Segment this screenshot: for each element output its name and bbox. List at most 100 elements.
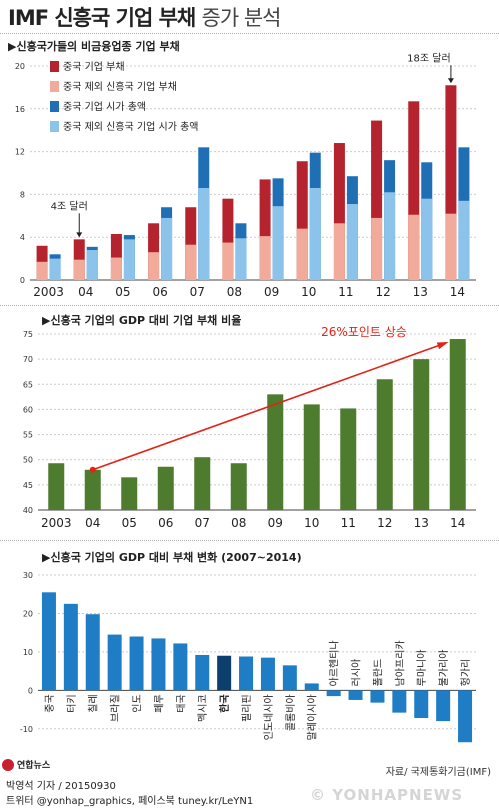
- bar-ex-china-market-cap: [421, 198, 433, 280]
- annotation-arrowhead: [76, 232, 83, 238]
- x-tick-label: 10: [301, 285, 316, 299]
- bar-ex-china-debt: [110, 257, 122, 280]
- x-tick-label: 13: [414, 516, 429, 530]
- country-label: 페루: [153, 694, 165, 712]
- y-tick-label: 30: [23, 571, 33, 580]
- bar-debt-ratio: [84, 469, 101, 510]
- country-label: 인도네시아: [263, 694, 275, 740]
- bar-debt-ratio: [267, 394, 284, 510]
- bar-ex-china-market-cap: [235, 238, 247, 280]
- separator: [0, 540, 499, 541]
- yonhap-logo: 연합뉴스: [2, 758, 50, 771]
- bar-debt-change: [63, 603, 78, 691]
- bar-ex-china-debt: [259, 236, 271, 280]
- legend-swatch: [50, 81, 59, 92]
- y-tick-label: 50: [23, 456, 33, 465]
- bar-debt-change: [260, 657, 275, 691]
- chart-title: ▶신흥국 기업의 GDP 대비 기업 부채 비율: [42, 313, 241, 327]
- bar-debt-ratio: [449, 339, 466, 510]
- y-tick-label: 0: [28, 686, 33, 695]
- bar-debt-change: [151, 638, 166, 691]
- bar-debt-ratio: [48, 463, 65, 510]
- y-tick-label: 70: [23, 355, 33, 364]
- country-label: 콜롬비아: [285, 694, 297, 731]
- x-tick-label: 2003: [33, 285, 64, 299]
- bar-china-debt: [110, 233, 122, 280]
- bar-ex-china-market-cap: [346, 204, 358, 280]
- bar-debt-ratio: [230, 463, 247, 510]
- bar-ex-china-market-cap: [458, 200, 470, 280]
- bar-debt-change: [458, 690, 473, 743]
- bar-ex-china-market-cap: [309, 187, 321, 280]
- bar-debt-change: [173, 643, 188, 691]
- country-label: 태국: [175, 694, 187, 712]
- bar-ex-china-market-cap: [272, 206, 284, 280]
- y-tick-label: -10: [20, 725, 33, 734]
- chart-title: ▶신흥국 기업의 GDP 대비 부채 변화 (2007~2014): [42, 550, 302, 564]
- bar-debt-ratio: [121, 477, 138, 510]
- x-tick-label: 12: [377, 516, 392, 530]
- country-label: 러시아: [351, 659, 363, 687]
- y-tick-label: 75: [23, 330, 33, 339]
- bar-ex-china-debt: [408, 214, 420, 280]
- y-tick-label: 12: [15, 148, 25, 157]
- legend-swatch: [50, 61, 59, 72]
- country-label: 터키: [66, 694, 78, 712]
- annotation-label: 4조 달러: [51, 200, 88, 212]
- bar-ex-china-debt: [185, 244, 197, 280]
- bar-debt-change: [85, 614, 100, 691]
- bar-debt-change: [239, 656, 254, 691]
- country-label: 멕시코: [197, 694, 209, 722]
- watermark: © YONHAPNEWS: [310, 786, 464, 804]
- chart-title: ▶신흥국가들의 비금융업종 기업 부채: [8, 39, 180, 53]
- y-tick-label: 40: [23, 506, 33, 515]
- legend-swatch: [50, 101, 59, 112]
- bar-debt-change: [348, 690, 363, 700]
- x-tick-label: 06: [158, 516, 173, 530]
- x-tick-label: 07: [195, 516, 210, 530]
- bar-debt-change: [282, 665, 297, 691]
- sns-credit: 트위터 @yonhap_graphics, 페이스북 tuney.kr/LeYN…: [6, 796, 254, 807]
- bar-china-debt: [73, 239, 85, 280]
- bar-ex-china-market-cap: [49, 258, 61, 280]
- x-tick-label: 04: [78, 285, 93, 299]
- title-main: IMF 신흥국 기업 부채: [8, 6, 196, 30]
- x-tick-label: 08: [231, 516, 246, 530]
- y-tick-label: 45: [23, 481, 33, 490]
- country-label: 한국: [219, 694, 231, 712]
- x-tick-label: 14: [450, 516, 465, 530]
- y-tick-label: 60: [23, 405, 33, 414]
- country-label: 아르헨티나: [329, 640, 341, 686]
- legend-label: 중국 제외 신흥국 기업 시가 총액: [63, 120, 199, 133]
- legend-label: 중국 제외 신흥국 기업 부채: [63, 80, 177, 93]
- annotation-arrowhead: [447, 78, 454, 84]
- bar-ex-china-debt: [445, 213, 457, 280]
- bar-china-debt: [185, 207, 197, 280]
- bar-ex-china-market-cap: [198, 187, 210, 280]
- bar-debt-change: [41, 592, 56, 691]
- country-label: 불가리아: [438, 650, 450, 687]
- bar-ex-china-market-cap: [384, 192, 396, 280]
- y-tick-label: 0: [20, 276, 25, 285]
- logo-icon: [2, 758, 14, 771]
- x-tick-label: 06: [152, 285, 167, 299]
- y-tick-label: 55: [23, 431, 33, 440]
- source-note: 자료/ 국제통화기금(IMF): [385, 767, 491, 778]
- bar-debt-change: [195, 654, 210, 691]
- y-tick-label: 8: [20, 190, 25, 199]
- x-tick-label: 14: [450, 285, 465, 299]
- bar-ex-china-debt: [222, 242, 234, 280]
- bar-china-debt: [371, 120, 383, 280]
- bar-ex-china-debt: [73, 259, 85, 280]
- trend-arrowhead: [436, 342, 449, 350]
- bar-debt-ratio: [413, 359, 430, 510]
- bar-china-debt: [296, 161, 308, 280]
- x-tick-label: 09: [264, 285, 279, 299]
- bar-ex-china-debt: [296, 228, 308, 280]
- bar-china-debt: [222, 198, 234, 280]
- country-label: 칠레: [88, 694, 100, 712]
- chart-debt-change: ▶신흥국 기업의 GDP 대비 부채 변화 (2007~2014) -10 0 10 2…: [20, 550, 476, 743]
- x-tick-label: 10: [304, 516, 319, 530]
- country-label: 말레이시아: [307, 694, 319, 740]
- bar-debt-change: [107, 634, 122, 691]
